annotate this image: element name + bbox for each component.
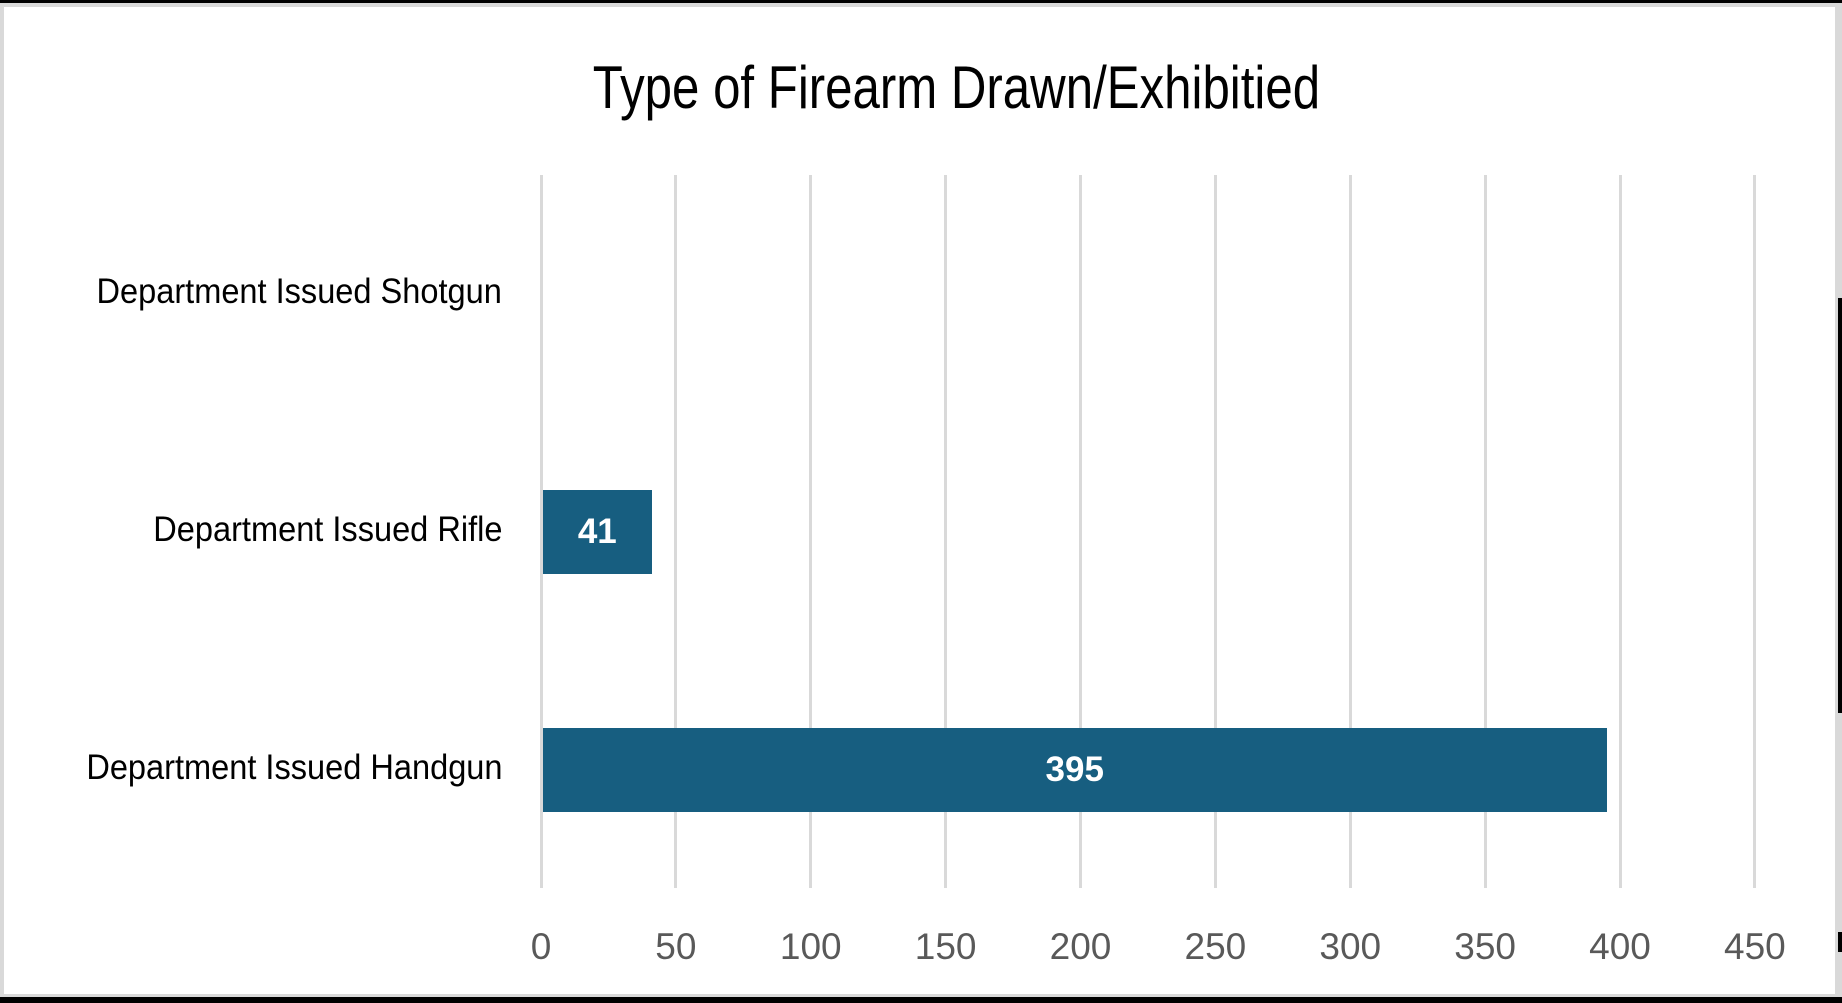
bar-data-label: 395 <box>1045 750 1104 789</box>
x-tick-label: 150 <box>914 926 977 967</box>
x-tick-label: 450 <box>1724 926 1786 967</box>
right-edge-mark <box>1838 298 1842 713</box>
gridline <box>1079 175 1082 888</box>
x-tick-label: 0 <box>530 926 552 967</box>
x-tick-label: 100 <box>779 926 842 967</box>
chart-area: Type of Firearm Drawn/Exhibitied 0 50 100 1… <box>4 7 1835 994</box>
bar-data-label: 41 <box>577 512 617 551</box>
y-category-label: Department Issued Handgun <box>85 748 502 787</box>
gridline <box>539 175 543 888</box>
x-tick-label: 50 <box>655 926 697 967</box>
x-tick-label: 300 <box>1319 926 1382 967</box>
gridline <box>944 175 948 888</box>
gridline <box>1483 175 1487 888</box>
x-tick-label: 250 <box>1184 926 1247 967</box>
gridline <box>1753 175 1757 888</box>
x-tick-label: 400 <box>1589 926 1651 967</box>
y-category-label: Department Issued Rifle <box>152 510 502 549</box>
x-tick-label: 200 <box>1049 926 1112 967</box>
bar: 395 <box>543 728 1607 812</box>
bar: 41 <box>543 490 652 574</box>
gridline <box>1213 175 1217 888</box>
chart-title: Type of Firearm Drawn/Exhibitied <box>592 54 1321 121</box>
right-edge-mark-small <box>1838 932 1842 952</box>
gridline <box>674 175 678 888</box>
gridline <box>1348 175 1352 888</box>
gridline <box>1618 175 1622 888</box>
y-category-label: Department Issued Shotgun <box>96 272 502 311</box>
x-tick-label: 350 <box>1454 926 1516 967</box>
gridline <box>809 175 813 888</box>
